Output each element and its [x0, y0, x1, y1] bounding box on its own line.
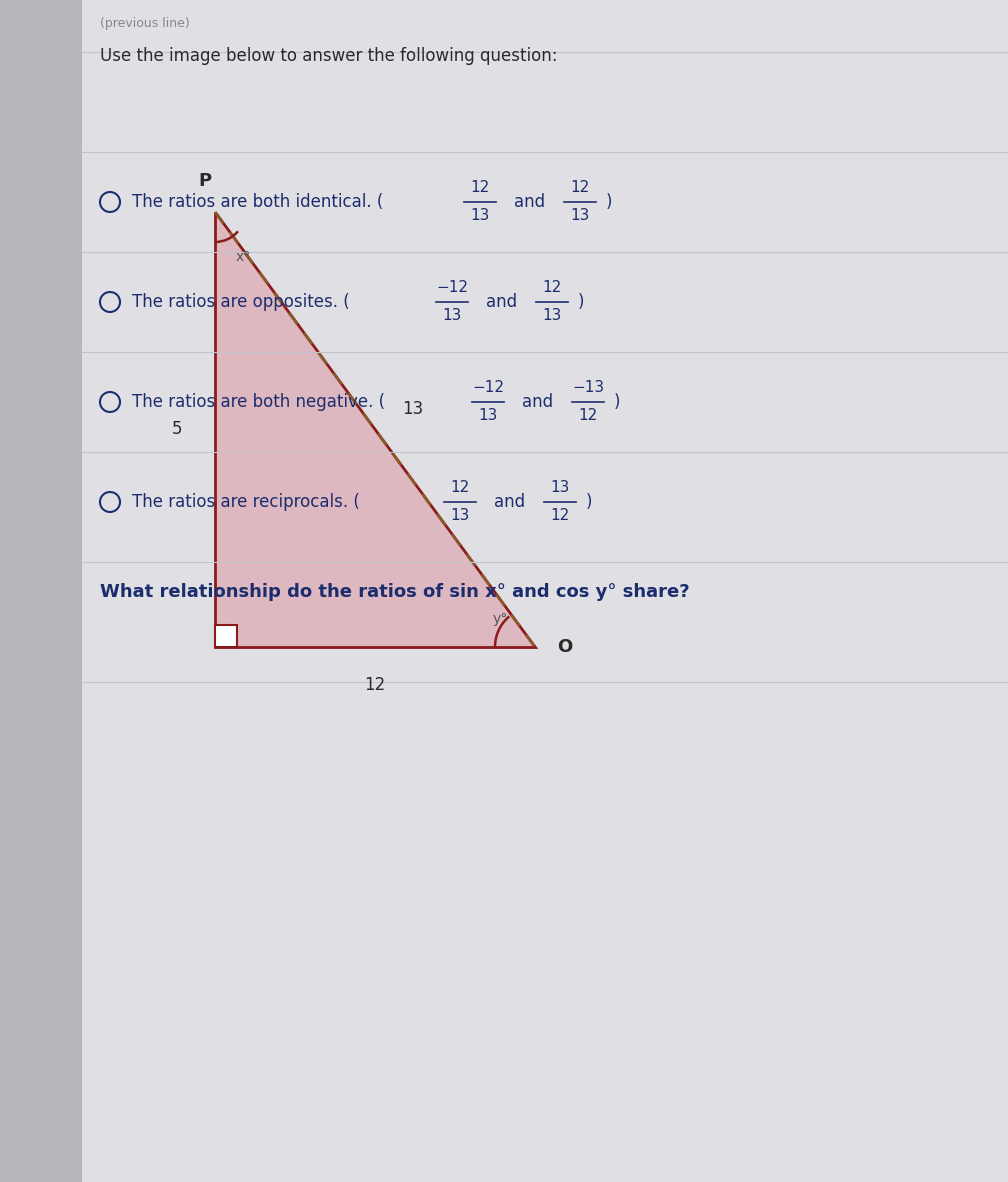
Text: 13: 13 — [471, 208, 490, 223]
Text: ): ) — [606, 193, 613, 212]
Text: and: and — [514, 193, 545, 212]
Text: 5: 5 — [171, 421, 182, 439]
Text: x°: x° — [236, 251, 251, 264]
Text: Use the image below to answer the following question:: Use the image below to answer the follow… — [100, 47, 557, 65]
Polygon shape — [215, 212, 535, 647]
Text: The ratios are both negative. (: The ratios are both negative. ( — [132, 392, 385, 411]
Text: and: and — [495, 493, 525, 511]
Text: 12: 12 — [571, 181, 590, 195]
Text: 13: 13 — [542, 309, 561, 324]
Text: 12: 12 — [579, 409, 598, 423]
Text: and: and — [487, 293, 517, 311]
Text: 12: 12 — [364, 676, 386, 694]
Text: 13: 13 — [402, 401, 423, 418]
Text: 12: 12 — [451, 481, 470, 495]
Text: The ratios are reciprocals. (: The ratios are reciprocals. ( — [132, 493, 360, 511]
Text: 13: 13 — [479, 409, 498, 423]
Text: The ratios are opposites. (: The ratios are opposites. ( — [132, 293, 350, 311]
Bar — [0, 0, 82, 1182]
Text: 13: 13 — [443, 309, 462, 324]
Text: 13: 13 — [451, 508, 470, 524]
Text: 12: 12 — [542, 280, 561, 296]
Text: −12: −12 — [436, 280, 468, 296]
Text: y°: y° — [492, 612, 508, 626]
Text: and: and — [522, 392, 553, 411]
Text: The ratios are both identical. (: The ratios are both identical. ( — [132, 193, 383, 212]
Bar — [215, 625, 237, 647]
Text: ): ) — [614, 392, 621, 411]
Text: −13: −13 — [572, 381, 604, 396]
Text: ): ) — [586, 493, 593, 511]
Text: P: P — [199, 173, 212, 190]
Text: 12: 12 — [550, 508, 570, 524]
Text: −12: −12 — [472, 381, 504, 396]
Text: 13: 13 — [571, 208, 590, 223]
Text: 12: 12 — [471, 181, 490, 195]
Text: 13: 13 — [550, 481, 570, 495]
Text: ): ) — [578, 293, 585, 311]
Text: What relationship do the ratios of sin x° and cos y° share?: What relationship do the ratios of sin x… — [100, 583, 689, 600]
Text: O: O — [557, 638, 573, 656]
Text: (previous line): (previous line) — [100, 17, 190, 30]
